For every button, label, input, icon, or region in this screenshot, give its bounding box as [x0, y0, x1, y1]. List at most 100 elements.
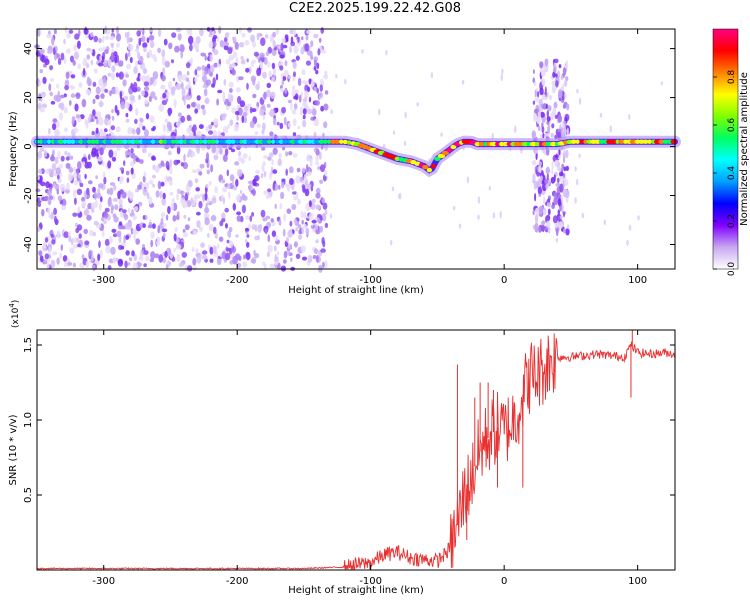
spectrogram-burst-cell [533, 81, 537, 87]
spectrogram-noise-cell [98, 78, 104, 87]
spectrogram-noise-cell [206, 169, 210, 175]
spectrogram-noise-cell [41, 244, 47, 252]
spectrogram-burst-cell [534, 227, 540, 233]
spectrogram-burst-cell [546, 220, 551, 228]
spectrogram-noise-cell [151, 174, 156, 179]
spectrogram-noise-cell [294, 240, 298, 248]
spectrogram-burst-cell [563, 211, 565, 218]
spectrogram-sparse-cell [488, 186, 492, 191]
spectrogram-noise-cell [77, 161, 82, 170]
spectrogram-noise-cell [316, 62, 320, 69]
spectrogram-noise-cell [47, 207, 51, 215]
spectrogram-noise-cell [323, 103, 329, 111]
spectrogram-noise-cell [51, 239, 56, 245]
spectrogram-noise-cell [175, 243, 182, 250]
spectrogram-noise-cell [322, 213, 326, 220]
spectrogram-noise-cell [129, 94, 135, 101]
spectrogram-noise-cell [155, 190, 160, 198]
spectrogram-noise-cell [107, 198, 112, 207]
spectrogram-noise-cell [308, 212, 314, 220]
spectrogram-noise-cell [53, 207, 57, 215]
spectrogram-noise-cell [142, 223, 146, 229]
spectrogram-noise-cell [93, 148, 99, 157]
spectrogram-noise-cell [269, 263, 276, 269]
spectrogram-noise-cell [127, 191, 131, 196]
spectrogram-noise-cell [216, 36, 220, 42]
spectrogram-noise-cell [88, 229, 94, 237]
spectrogram-sparse-cell [477, 214, 480, 220]
spectrogram-sparse-cell [626, 239, 629, 246]
spectrogram-sparse-cell [416, 102, 419, 107]
spectrogram-burst-cell [547, 226, 551, 234]
spectrogram-noise-cell [57, 150, 61, 159]
snr-x-tick-label: 0 [501, 576, 507, 587]
spectrogram-noise-cell [249, 120, 255, 129]
spectrogram-noise-cell [248, 184, 252, 192]
spectrogram-burst-cell [538, 125, 541, 132]
spectrogram-noise-cell [38, 169, 43, 174]
spectrogram-noise-cell [319, 225, 324, 233]
spectrogram-noise-cell [76, 169, 79, 176]
spectrogram-noise-cell [246, 58, 249, 63]
spectrogram-noise-cell [256, 67, 262, 77]
spectrogram-noise-cell [198, 171, 203, 176]
spectrogram-noise-cell [183, 97, 186, 106]
spectrogram-noise-cell [96, 192, 102, 199]
spectrogram-noise-cell [137, 184, 142, 190]
spectrogram-noise-cell [178, 262, 185, 268]
spectrogram-noise-cell [309, 50, 313, 59]
spectrogram-burst-cell [565, 228, 570, 236]
spectrogram-noise-cell [301, 167, 306, 174]
spectrogram-x-tick-label: -100 [359, 275, 382, 286]
colorbar-gradient [712, 28, 739, 270]
spectrogram-noise-cell [51, 36, 55, 46]
spectrogram-noise-cell [306, 154, 310, 161]
spectrogram-noise-cell [161, 197, 167, 206]
spectrogram-y-tick-label: -20 [23, 187, 34, 203]
spectrogram-noise-cell [115, 126, 121, 133]
spectrogram-noise-cell [311, 219, 317, 224]
spectrogram-noise-cell [157, 225, 160, 234]
spectrogram-burst-cell [559, 171, 564, 177]
spectrogram-noise-cell [301, 256, 308, 261]
spectrogram-sparse-cell [466, 176, 470, 184]
spectrogram-noise-cell [270, 91, 276, 100]
spectrogram-noise-cell [55, 167, 61, 175]
spectrogram-noise-cell [87, 180, 93, 185]
spectrogram-noise-cell [127, 151, 132, 156]
spectrogram-burst-cell [562, 128, 567, 135]
spectrogram-burst-cell [544, 86, 547, 95]
spectrogram-noise-cell [69, 155, 74, 160]
spectrogram-noise-cell [229, 174, 235, 182]
spectrogram-noise-cell [305, 35, 309, 41]
spectrogram-ridge-cell [575, 139, 580, 144]
spectrogram-ridge-cell [198, 139, 204, 144]
spectrogram-noise-cell [324, 222, 329, 228]
spectrogram-noise-cell [100, 196, 103, 203]
spectrogram-noise-cell [192, 230, 198, 236]
spectrogram-noise-cell [136, 127, 141, 135]
spectrogram-noise-cell [95, 94, 100, 100]
spectrogram-noise-cell [119, 176, 124, 183]
spectrogram-noise-cell [194, 178, 199, 184]
spectrogram-y-tick-label: 20 [23, 91, 34, 104]
spectrogram-noise-cell [231, 107, 237, 114]
spectrogram-noise-cell [165, 160, 170, 170]
spectrogram-noise-cell [70, 74, 76, 79]
spectrogram-noise-cell [45, 181, 50, 189]
spectrogram-noise-cell [202, 84, 207, 89]
spectrogram-burst-cell [557, 131, 561, 139]
spectrogram-noise-cell [168, 124, 173, 132]
spectrogram-sparse-cell [398, 193, 401, 200]
spectrogram-noise-cell [241, 32, 246, 38]
spectrogram-burst-cell [532, 210, 535, 216]
spectrogram-noise-cell [185, 96, 191, 101]
spectrogram-sparse-cell [609, 125, 612, 133]
spectrogram-noise-cell [56, 188, 59, 195]
spectrogram-noise-cell [222, 179, 226, 184]
spectrogram-noise-cell [188, 132, 194, 137]
spectrogram-noise-cell [234, 161, 240, 166]
spectrogram-noise-cell [59, 183, 66, 192]
spectrogram-ridge-cell [150, 139, 156, 144]
